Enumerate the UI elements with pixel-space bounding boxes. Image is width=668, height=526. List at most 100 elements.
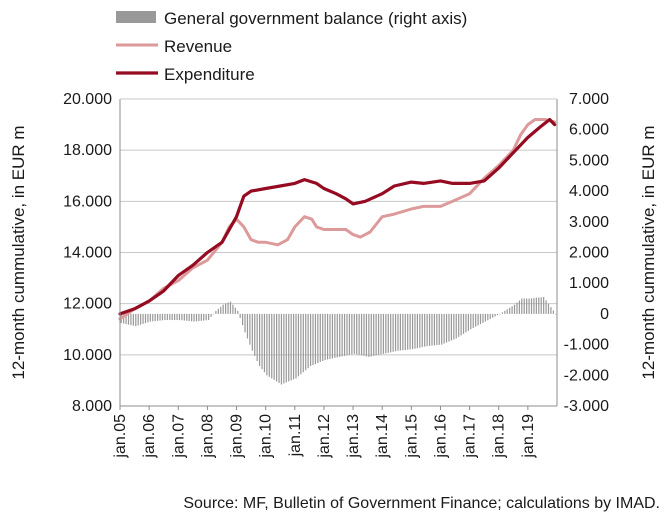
balance-bar: [346, 313, 348, 356]
balance-bar: [166, 313, 168, 321]
balance-bar: [368, 313, 370, 357]
balance-bar: [547, 303, 550, 314]
balance-bar: [161, 313, 164, 321]
balance-bar: [258, 313, 261, 367]
balance-bar: [477, 313, 479, 326]
balance-bar: [373, 313, 375, 356]
balance-bar: [144, 313, 147, 324]
balance-bar: [363, 313, 365, 356]
balance-bar: [244, 313, 246, 333]
x-tick-label: jan.09: [229, 414, 246, 459]
balance-bar: [550, 307, 552, 314]
balance-bar: [198, 313, 200, 322]
balance-bar: [535, 297, 537, 314]
balance-bar: [475, 313, 477, 327]
balance-bar: [188, 313, 190, 322]
legend-label-expenditure: Expenditure: [164, 65, 255, 84]
balance-bar: [377, 313, 380, 355]
balance-bar: [324, 313, 326, 360]
balance-bar: [421, 313, 423, 348]
balance-bar: [489, 313, 491, 320]
balance-bar: [526, 298, 528, 314]
balance-bar: [458, 313, 460, 337]
balance-bar: [511, 306, 513, 314]
balance-bar: [285, 313, 287, 383]
right-tick-label: 3.000: [569, 214, 609, 231]
balance-bar: [494, 313, 496, 317]
balance-bar: [356, 313, 358, 355]
balance-bar: [433, 313, 436, 346]
balance-bar: [256, 313, 258, 361]
balance-bar: [169, 313, 171, 321]
balance-bar: [370, 313, 372, 357]
balance-bar: [130, 313, 132, 326]
balance-bar: [183, 313, 185, 321]
balance-bar: [127, 313, 130, 325]
balance-bar: [492, 313, 494, 318]
balance-bar: [164, 313, 166, 321]
balance-bar: [382, 313, 385, 354]
balance-bar: [268, 313, 270, 377]
expenditure-line: [118, 117, 557, 316]
x-tick-label: jan.17: [462, 414, 479, 459]
balance-bar: [312, 313, 314, 366]
balance-bar: [241, 313, 244, 326]
balance-bar: [334, 313, 336, 358]
balance-bar: [326, 313, 329, 360]
x-tick-label: jan.05: [112, 414, 129, 459]
balance-bar: [443, 313, 445, 344]
balance-bar: [271, 313, 273, 379]
balance-bar: [380, 313, 382, 355]
balance-bar: [470, 313, 472, 330]
balance-bar: [178, 313, 181, 321]
balance-bar: [149, 313, 151, 322]
balance-bar: [336, 313, 338, 358]
balance-bar: [125, 313, 127, 325]
plot-frame: [119, 98, 558, 407]
balance-bar: [217, 308, 219, 314]
balance-bar: [479, 313, 482, 325]
right-tick-label: 2.000: [569, 245, 609, 262]
x-tick-label: jan.11: [287, 414, 304, 458]
balance-bar: [533, 298, 535, 314]
balance-bar: [509, 307, 511, 314]
balance-bar: [538, 297, 540, 314]
balance-bar: [387, 313, 389, 353]
balance-bar: [385, 313, 387, 354]
balance-bar: [273, 313, 275, 380]
balance-bar: [431, 313, 433, 346]
right-axis-ticks: -3.000 -2.000 -1.000 0 1.000 2.000 3.000 4.000 5…: [564, 91, 609, 415]
right-tick-label: 0: [600, 306, 609, 323]
balance-bar: [319, 313, 321, 362]
balance-bar: [441, 313, 443, 345]
balance-bar: [404, 313, 406, 350]
left-axis-ticks: 8.000 10.000 12.000 14.000 16.000 18.000 20.00…: [63, 91, 112, 415]
balance-bar: [465, 313, 467, 333]
balance-bar: [251, 313, 253, 351]
right-tick-label: 5.000: [569, 152, 609, 169]
right-tick-label: -2.000: [564, 367, 609, 384]
balance-bar: [212, 313, 215, 315]
balance-bar: [358, 313, 360, 355]
balance-bar: [215, 310, 217, 314]
balance-bar: [375, 313, 377, 356]
balance-bar: [227, 302, 229, 314]
balance-bar: [360, 313, 363, 356]
right-tick-label: -3.000: [564, 398, 609, 415]
balance-bar: [540, 297, 542, 314]
balance-bar: [331, 313, 334, 359]
balance-bar: [174, 313, 176, 321]
balance-bar: [487, 313, 489, 321]
series-lines: [118, 117, 557, 321]
balance-bar: [343, 313, 346, 356]
x-tick-label: jan.08: [199, 414, 216, 459]
balance-bar: [504, 310, 506, 314]
balance-bar: [239, 313, 241, 318]
balance-bar: [499, 313, 501, 315]
balance-bar: [392, 313, 394, 352]
balance-bar: [205, 313, 207, 321]
balance-bar: [140, 313, 142, 325]
balance-bar: [314, 313, 317, 365]
balance-bar: [290, 313, 292, 381]
balance-bar: [171, 313, 173, 321]
